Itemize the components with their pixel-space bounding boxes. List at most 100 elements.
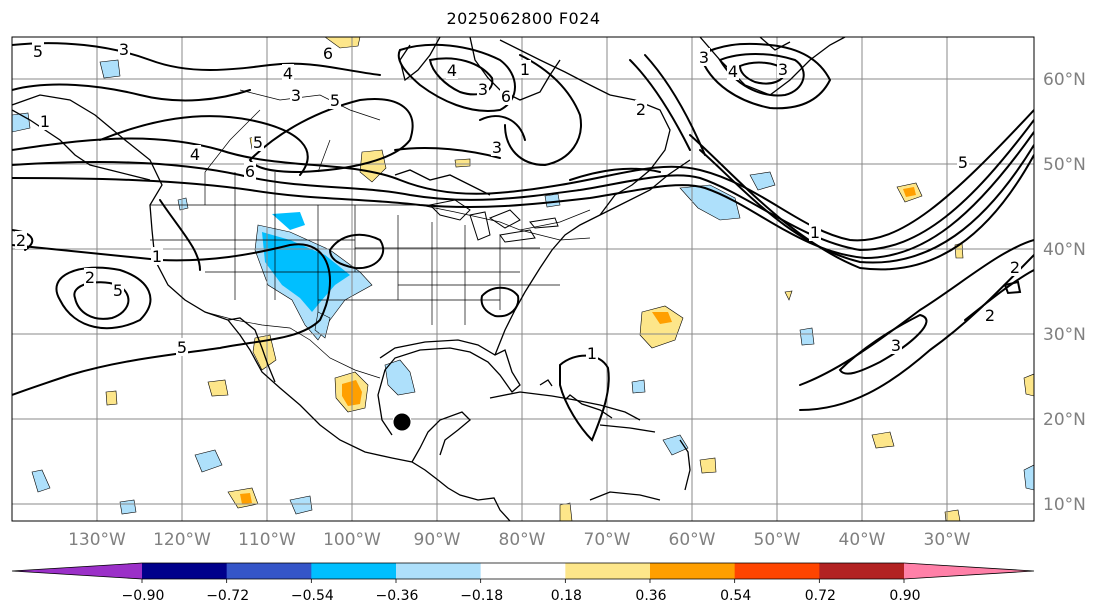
- colorbar-segment: [650, 563, 736, 579]
- contour-label-bg: [809, 223, 821, 241]
- colorbar-segment: [311, 563, 397, 579]
- contour-label-bg: [176, 338, 188, 356]
- contour-label: 3: [291, 86, 301, 105]
- contour-label-bg: [322, 44, 334, 62]
- colorbar-segment: [480, 563, 566, 579]
- colorbar-tick-label: 0.18: [551, 588, 582, 604]
- contour-label: 5: [177, 338, 187, 357]
- lon-label: 60°W: [669, 530, 716, 550]
- contour-label: 5: [253, 133, 263, 152]
- colorbar-segment: [226, 563, 312, 579]
- colorbar-tick-label: −0.72: [206, 588, 249, 604]
- contour-label-bg: [635, 100, 647, 118]
- contour-label-bg: [151, 247, 163, 265]
- storm-center-marker: [392, 412, 412, 432]
- colorbar-extend-high: [904, 563, 1034, 579]
- colorbar-tick-label: −0.54: [291, 588, 334, 604]
- contour-label: 2: [985, 306, 995, 325]
- contour-label: 2: [636, 100, 646, 119]
- contour-label: 5: [330, 91, 340, 110]
- contour-label-bg: [957, 153, 969, 171]
- colorbar-segment: [142, 563, 228, 579]
- contour-label: 4: [283, 64, 293, 83]
- colorbar-extend-low: [12, 563, 142, 579]
- contour-label-bg: [519, 60, 531, 78]
- contour-label-bg: [84, 268, 96, 286]
- contour-label: 1: [520, 60, 530, 79]
- colorbar-tick-label: 0.54: [720, 588, 751, 604]
- contour-label: 3: [699, 48, 709, 67]
- lon-axis-labels: 130°W 120°W 110°W 100°W 90°W 80°W 70°W 60°W 50°W…: [68, 530, 971, 550]
- contour-label-bg: [329, 91, 341, 109]
- contour-label: 2: [1010, 258, 1020, 277]
- contour-label: 5: [958, 153, 968, 172]
- contour-label: 4: [447, 61, 457, 80]
- lat-label: 30°N: [1043, 325, 1086, 345]
- contour-label: 1: [810, 223, 820, 242]
- lon-label: 50°W: [754, 530, 801, 550]
- colorbar-segment: [819, 563, 905, 579]
- colorbar-segment: [396, 563, 482, 579]
- contour-label-bg: [282, 64, 294, 82]
- contour-label: 3: [119, 40, 129, 59]
- contour-label-bg: [39, 112, 51, 130]
- great-lakes: [428, 199, 559, 243]
- colorbar: [11, 562, 1035, 580]
- contour-label-bg: [15, 231, 27, 249]
- colorbar-tick-label: −0.18: [460, 588, 503, 604]
- contour-label-bg: [244, 162, 256, 180]
- contour-label-bg: [586, 344, 598, 362]
- contour-label-bg: [32, 42, 44, 60]
- lon-label: 30°W: [924, 530, 971, 550]
- contour-label: 2: [16, 231, 26, 250]
- lat-axis-labels: 60°N 50°N 40°N 30°N 20°N 10°N: [1043, 70, 1086, 515]
- lon-label: 130°W: [68, 530, 126, 550]
- lat-label: 40°N: [1043, 240, 1086, 260]
- colorbar-tick-label: −0.36: [376, 588, 419, 604]
- contour-label: 6: [323, 44, 333, 63]
- contour-lines: [12, 42, 1034, 442]
- contour-label: 1: [587, 344, 597, 363]
- contour-label-bg: [252, 133, 264, 151]
- contour-label: 3: [891, 336, 901, 355]
- lon-label: 80°W: [499, 530, 546, 550]
- contour-label-bg: [189, 145, 201, 163]
- contour-label-bg: [118, 40, 130, 58]
- colorbar-tick-label: 0.36: [635, 588, 666, 604]
- contour-label-bg: [984, 306, 996, 324]
- contour-label-bg: [290, 86, 302, 104]
- contour-label-bg: [698, 48, 710, 66]
- lat-label: 10°N: [1043, 495, 1086, 515]
- contour-label-bg: [727, 62, 739, 80]
- lon-label: 120°W: [153, 530, 211, 550]
- lat-label: 60°N: [1043, 70, 1086, 90]
- borders: [150, 89, 591, 379]
- contour-label: 6: [245, 162, 255, 181]
- contour-label: 4: [728, 62, 738, 81]
- map-title: 2025062800 F024: [446, 9, 601, 28]
- contour-label: 5: [113, 281, 123, 300]
- contour-label: 6: [501, 87, 511, 106]
- colorbar-tick-label: 0.72: [805, 588, 836, 604]
- contour-label: 5: [33, 42, 43, 61]
- contour-label-bg: [777, 60, 789, 78]
- colorbar-segment: [565, 563, 651, 579]
- colorbar-ticks: −0.90 −0.72 −0.54 −0.36 −0.18 0.18 0.36 0.54 0.7…: [122, 579, 921, 604]
- lon-label: 100°W: [323, 530, 381, 550]
- contour-label-bg: [500, 87, 512, 105]
- contour-label: 2: [85, 268, 95, 287]
- contour-label-bg: [491, 138, 503, 156]
- contour-label-bg: [477, 80, 489, 98]
- negative-anomaly-gulf: [384, 359, 416, 396]
- map-frame: [11, 36, 1035, 522]
- lon-label: 110°W: [238, 530, 296, 550]
- contour-label-bg: [112, 281, 124, 299]
- contour-label-bg: [446, 61, 458, 79]
- contour-label: 3: [778, 60, 788, 79]
- contour-label-bg: [1009, 258, 1021, 276]
- lon-label: 40°W: [839, 530, 886, 550]
- lon-label: 90°W: [414, 530, 461, 550]
- colorbar-tick-label: −0.90: [122, 588, 165, 604]
